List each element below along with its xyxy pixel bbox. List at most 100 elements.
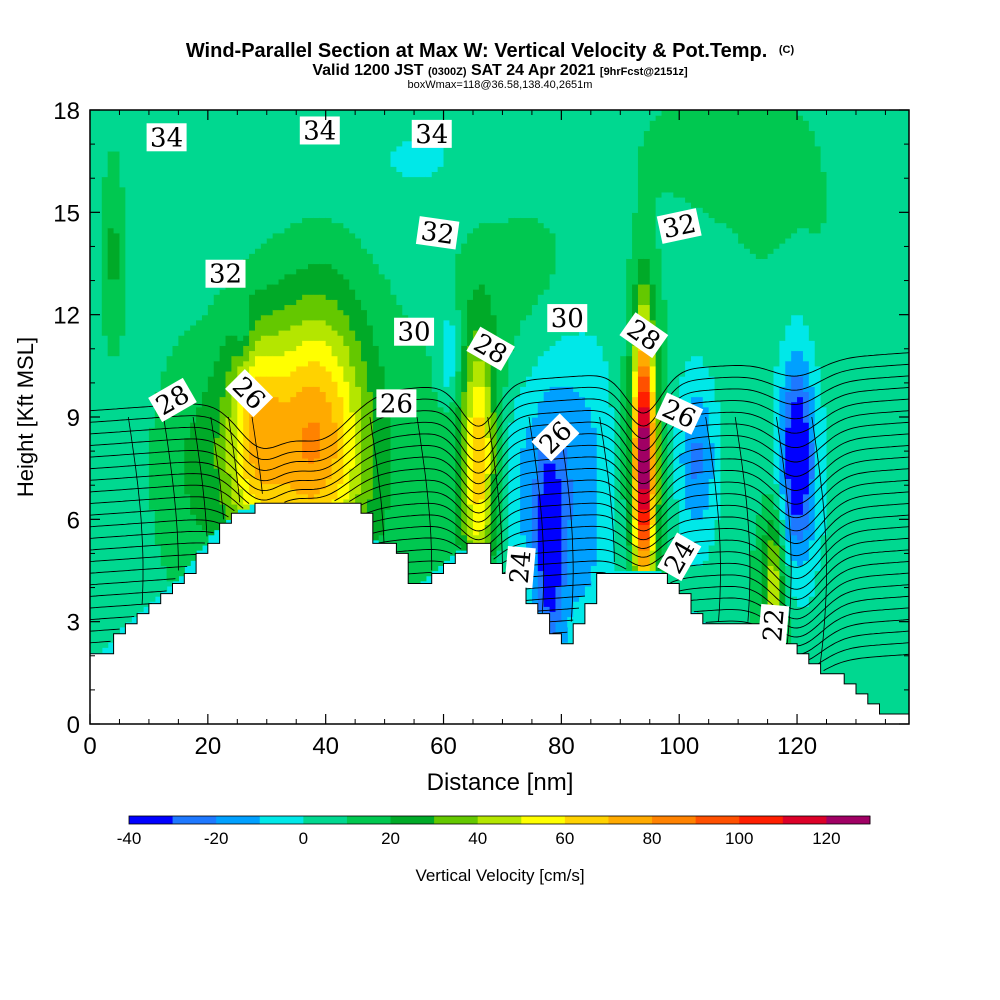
w-cell	[243, 258, 250, 336]
w-cell	[119, 186, 126, 336]
w-cell	[472, 386, 480, 418]
w-cell	[296, 345, 303, 367]
w-cell	[755, 110, 763, 259]
w-cell	[661, 191, 669, 300]
w-cell	[720, 110, 727, 224]
w-cell	[266, 314, 274, 336]
w-cell	[243, 360, 250, 377]
theta-contour	[776, 416, 792, 648]
w-cell	[308, 294, 315, 321]
w-cell	[744, 110, 751, 249]
w-cell	[637, 565, 645, 572]
w-cell	[855, 110, 863, 694]
w-cell	[449, 110, 456, 326]
w-cell	[490, 555, 498, 566]
w-cell	[696, 473, 704, 520]
w-cell	[178, 110, 185, 336]
w-cell	[797, 227, 804, 316]
w-cell	[213, 110, 221, 295]
w-cell	[802, 120, 810, 229]
x-tick-label: 20	[194, 733, 221, 760]
w-cell	[797, 110, 804, 116]
w-cell	[490, 411, 498, 474]
w-cell	[107, 110, 115, 152]
theta-contour	[705, 416, 721, 622]
w-cell	[637, 145, 645, 259]
w-cell	[779, 243, 786, 341]
w-cell	[472, 227, 480, 290]
w-cell	[779, 340, 786, 387]
w-cell	[461, 110, 468, 244]
w-cell	[319, 365, 327, 393]
w-cell	[148, 427, 156, 510]
w-cell	[355, 110, 362, 239]
w-cell	[561, 386, 568, 449]
w-cell	[655, 248, 663, 341]
w-cell	[290, 222, 297, 275]
w-cell	[101, 335, 109, 648]
w-cell	[331, 498, 339, 505]
w-cell	[808, 386, 816, 444]
w-cell	[767, 519, 775, 541]
w-cell	[254, 110, 262, 249]
w-cell	[549, 386, 557, 428]
w-cell	[455, 370, 462, 408]
w-cell	[266, 396, 274, 485]
w-cell	[655, 115, 663, 198]
w-cell	[213, 468, 221, 531]
w-cell	[231, 335, 238, 357]
w-cell	[467, 232, 474, 300]
w-cell	[284, 376, 291, 403]
w-cell	[773, 570, 780, 618]
w-cell	[478, 498, 486, 531]
w-cell	[414, 335, 421, 587]
w-cell	[897, 110, 904, 720]
w-cell	[302, 110, 309, 219]
w-cell	[266, 283, 274, 316]
w-cell	[449, 376, 456, 403]
w-cell	[361, 360, 368, 520]
w-cell	[649, 524, 657, 551]
w-cell	[243, 110, 250, 259]
w-cell	[349, 411, 356, 469]
w-cell	[266, 355, 274, 377]
w-cell	[702, 365, 710, 408]
w-cell	[773, 365, 780, 485]
theta-contour	[90, 421, 909, 504]
w-cell	[284, 227, 291, 275]
w-cell	[808, 539, 816, 597]
w-cell	[520, 386, 527, 449]
w-cell	[808, 110, 816, 132]
w-cell	[808, 340, 816, 387]
w-cell	[213, 360, 221, 439]
w-cell	[791, 232, 798, 316]
w-cell	[749, 550, 757, 628]
w-cell	[408, 324, 415, 587]
w-cell	[254, 498, 262, 505]
w-cell	[190, 324, 197, 423]
colorbar-tick-label: -20	[204, 829, 229, 848]
w-cell	[779, 493, 786, 520]
w-cell	[308, 217, 315, 265]
w-cell	[219, 396, 227, 505]
w-cell	[655, 417, 663, 505]
w-cell	[643, 524, 651, 541]
theta-contour	[90, 537, 909, 597]
w-cell	[272, 232, 280, 285]
w-cell	[632, 212, 639, 285]
w-cell	[502, 222, 509, 387]
w-cell	[732, 110, 739, 234]
contour-label: 30	[547, 304, 588, 334]
w-cell	[437, 406, 445, 566]
w-cell	[749, 110, 757, 254]
w-cell	[679, 452, 686, 464]
w-cell	[549, 345, 557, 387]
w-cell	[632, 110, 639, 213]
w-cell	[690, 442, 698, 479]
w-cell	[496, 110, 504, 224]
w-cell	[414, 140, 421, 178]
w-cell	[632, 283, 639, 321]
w-cell	[620, 110, 627, 357]
w-cell	[785, 427, 792, 479]
